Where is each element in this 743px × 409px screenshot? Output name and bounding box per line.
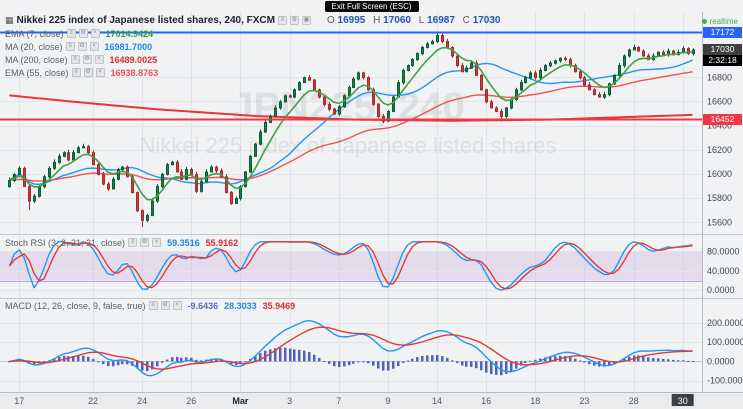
indicator-label: MA (20, close) xyxy=(5,42,63,52)
indicator-label: Stoch RSI (3, 3, 21, 21, close) xyxy=(5,238,125,248)
close-icon[interactable]: × xyxy=(96,68,105,77)
high-label: H xyxy=(373,15,380,26)
indicator-legend-ema7[interactable]: EMA (7, close) ≡ ⚙ × 17014.9424 xyxy=(5,27,501,40)
main-legend: ▦ Nikkei 225 index of Japanese listed sh… xyxy=(5,13,501,79)
indicator-legend-ma200[interactable]: MA (200, close) ≡ ⚙ × 16489.0025 xyxy=(5,53,501,66)
topbar: Exit Full Screen (ESC) xyxy=(0,0,743,12)
realtime-label: realtime xyxy=(710,17,738,26)
low-value: 16987 xyxy=(427,15,455,26)
stoch-k-value: 59.3516 xyxy=(167,238,200,248)
indicator-label: MACD (12, 26, close, 9, false, true) xyxy=(5,301,146,311)
visibility-toggle-icon[interactable]: ≡ xyxy=(71,55,80,64)
chart-title: Nikkei 225 index of Japanese listed shar… xyxy=(17,15,275,26)
open-label: O xyxy=(327,15,335,26)
open-value: 16995 xyxy=(338,15,366,26)
menu-icon[interactable]: ≡ xyxy=(278,16,287,25)
settings-icon[interactable]: ⚙ xyxy=(140,238,149,247)
close-label: C xyxy=(463,15,470,26)
low-label: L xyxy=(419,15,425,26)
indicator-legend-ma20[interactable]: MA (20, close) ≡ ⚙ × 16981.7000 xyxy=(5,40,501,53)
close-icon[interactable]: × xyxy=(90,42,99,51)
realtime-status: realtime xyxy=(702,17,738,26)
stoch-d-value: 55.9162 xyxy=(206,238,239,248)
close-icon[interactable]: × xyxy=(152,238,161,247)
indicator-value: 16489.0025 xyxy=(110,55,158,65)
close-value: 17030 xyxy=(473,15,501,26)
indicator-label: EMA (55, close) xyxy=(5,68,69,78)
indicator-label: EMA (7, close) xyxy=(5,29,64,39)
indicator-legend-ema55[interactable]: EMA (55, close) ≡ ⚙ × 16938.8763 xyxy=(5,66,501,79)
visibility-toggle-icon[interactable]: ≡ xyxy=(66,42,75,51)
visibility-toggle-icon[interactable]: ≡ xyxy=(128,238,137,247)
realtime-dot-icon xyxy=(702,19,707,24)
chart-title-row[interactable]: ▦ Nikkei 225 index of Japanese listed sh… xyxy=(5,13,501,27)
macd-legend[interactable]: MACD (12, 26, close, 9, false, true) ≡ ⚙… xyxy=(5,299,295,312)
series-style-icon: ▦ xyxy=(5,15,14,26)
settings-icon[interactable]: ⚙ xyxy=(290,16,299,25)
high-value: 17060 xyxy=(383,15,411,26)
close-icon[interactable]: × xyxy=(91,29,100,38)
settings-icon[interactable]: ⚙ xyxy=(79,29,88,38)
indicator-value: 16938.8763 xyxy=(111,68,159,78)
indicator-label: MA (200, close) xyxy=(5,55,68,65)
exit-fullscreen-button[interactable]: Exit Full Screen (ESC) xyxy=(324,1,418,12)
indicator-value: 16981.7000 xyxy=(105,42,153,52)
visibility-toggle-icon[interactable]: ≡ xyxy=(67,29,76,38)
macd-line-value: 28.3033 xyxy=(224,301,257,311)
visibility-toggle-icon[interactable]: ≡ xyxy=(149,301,158,310)
settings-icon[interactable]: ⚙ xyxy=(161,301,170,310)
settings-icon[interactable]: ⚙ xyxy=(84,68,93,77)
close-icon[interactable]: × xyxy=(95,55,104,64)
indicator-value: 17014.9424 xyxy=(106,29,154,39)
maximize-icon[interactable]: ▣ xyxy=(302,16,311,25)
stoch-rsi-legend[interactable]: Stoch RSI (3, 3, 21, 21, close) ≡ ⚙ × 59… xyxy=(5,236,238,249)
visibility-toggle-icon[interactable]: ≡ xyxy=(72,68,81,77)
chart-application: Exit Full Screen (ESC) ▦ Nikkei 225 inde… xyxy=(0,0,743,409)
macd-histogram-value: -9.6436 xyxy=(188,301,219,311)
settings-icon[interactable]: ⚙ xyxy=(78,42,87,51)
settings-icon[interactable]: ⚙ xyxy=(83,55,92,64)
ohlc-values: O 16995 H 17060 L 16987 C 17030 xyxy=(322,15,501,26)
macd-signal-value: 35.9469 xyxy=(263,301,296,311)
close-icon[interactable]: × xyxy=(173,301,182,310)
